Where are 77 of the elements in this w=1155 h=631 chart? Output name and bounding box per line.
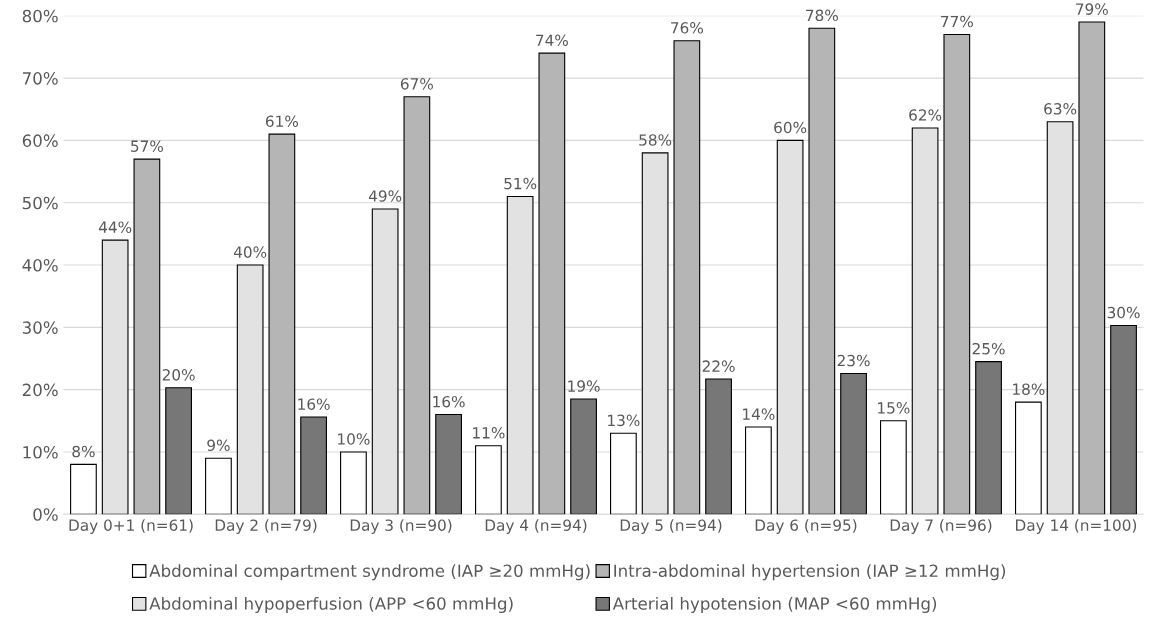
data-label: 16% [433,395,465,408]
bar [808,27,836,515]
bar [570,398,597,515]
bar [673,40,701,515]
bar [165,387,192,515]
data-label: 13% [608,414,640,427]
data-label: 22% [702,360,735,372]
data-label: 67% [400,78,433,90]
bar [1014,401,1042,515]
bar [70,463,97,515]
y-tick-label: 40% [22,258,58,272]
x-tick-label: Day 6 (n=95) [755,519,857,534]
data-label: 61% [265,115,299,128]
data-label: 30% [1107,306,1140,319]
y-tick-label: 80% [22,9,58,23]
data-label: 10% [338,433,370,445]
y-tick-label: 20% [22,383,58,397]
legend-label: Abdominal compartment syndrome (IAP ≥20 mmHg) [149,564,590,581]
data-label: 18% [1013,383,1045,395]
bar [300,416,327,515]
data-label: 8% [72,445,95,458]
bar [538,52,566,515]
legend-label: Arterial hypotension (MAP <60 mmHg) [612,596,937,614]
x-tick-label: Day 2 (n=79) [215,519,317,534]
data-label: 74% [536,34,568,47]
bar [943,33,971,515]
data-label: 60% [774,121,807,134]
bar [133,158,161,515]
data-label: 23% [837,354,870,367]
data-label: 40% [233,246,267,258]
bar [1110,324,1137,515]
data-label: 78% [806,9,838,22]
data-label: 20% [162,369,195,381]
y-tick-label: 60% [22,134,58,147]
data-label: 79% [1076,3,1108,15]
bar [880,420,907,515]
data-label: 51% [504,177,537,190]
data-label: 76% [671,22,703,34]
data-label: 11% [473,427,505,439]
x-tick-label: Day 7 (n=96) [890,519,992,534]
bar [745,426,772,515]
data-label: 49% [368,190,402,202]
y-tick-label: 70% [22,72,58,85]
x-tick-label: Day 4 (n=94) [485,519,587,534]
data-label: 62% [909,109,942,121]
data-label: 63% [1044,103,1077,115]
x-tick-label: Day 0+1 (n=61) [69,519,193,534]
x-tick-label: Day 14 (n=100) [1016,519,1137,534]
bar [475,445,502,515]
legend-label: Intra-abdominal hypertension (IAP ≥12 mmHg) [614,564,1006,581]
bar [840,372,867,515]
y-tick-label: 50% [22,196,58,210]
data-label: 25% [972,342,1005,355]
bar [435,414,462,515]
data-label: 57% [131,140,164,152]
data-label: 16% [298,398,330,410]
data-label: 19% [568,380,600,392]
bar [340,451,367,515]
data-label: 44% [98,221,132,233]
bar [268,133,296,515]
y-tick-label: 30% [22,321,58,334]
bar [705,378,732,515]
y-tick-label: 10% [23,445,58,459]
y-tick-label: 0% [33,508,58,521]
legend-label: Abdominal hypoperfusion (APP <60 mmHg) [149,596,513,614]
data-label: 77% [941,15,973,28]
data-label: 58% [639,134,672,146]
bar [975,361,1002,515]
x-tick-label: Day 5 (n=94) [620,519,722,534]
bar [205,457,232,515]
bar [403,96,431,515]
bar [610,432,637,515]
bar [1078,21,1106,515]
data-label: 15% [878,402,910,414]
data-label: 14% [743,408,775,420]
x-tick-label: Day 3 (n=90) [350,519,452,534]
data-label: 9% [207,439,230,452]
